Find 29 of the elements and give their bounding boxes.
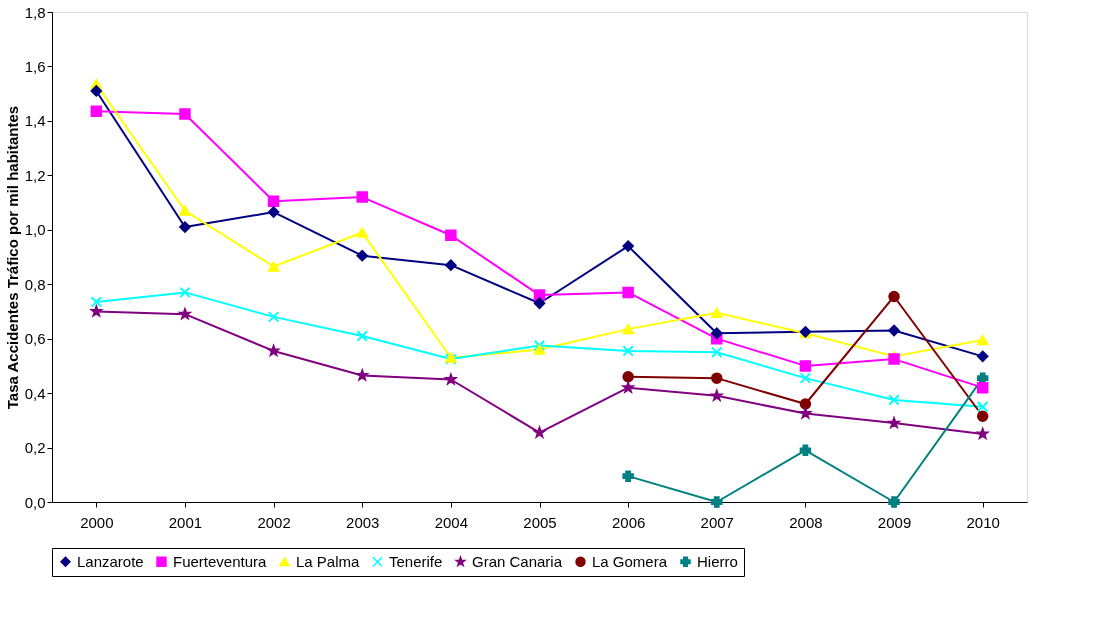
y-tick-label: 1,4 [24, 112, 46, 130]
y-tick-label: 0,6 [24, 330, 46, 348]
x-tick-label: 2005 [523, 513, 557, 531]
y-tick-label: 0,0 [24, 493, 46, 511]
x-tick-label: 2002 [257, 513, 291, 531]
x-tick-label: 2007 [700, 513, 734, 531]
legend-label: La Gomera [592, 552, 668, 570]
legend-label: La Palma [296, 552, 361, 570]
x-tick-label: 2000 [80, 513, 114, 531]
legend-label: Lanzarote [77, 552, 144, 570]
y-tick-label: 1,2 [24, 166, 46, 184]
x-tick-label: 2004 [434, 513, 469, 531]
legend-label: Tenerife [389, 552, 443, 570]
legend-label: Fuerteventura [173, 552, 268, 570]
y-tick-label: 1,6 [24, 57, 46, 75]
x-tick-label: 2010 [966, 513, 1000, 531]
x-tick-label: 2001 [168, 513, 203, 531]
legend-label: Gran Canaria [472, 552, 563, 570]
x-tick-label: 2009 [877, 513, 912, 531]
y-axis-title: Tasa Accidentes Tráfico por mil habitantes [3, 105, 21, 410]
y-tick-label: 0,8 [24, 275, 46, 293]
x-tick-label: 2008 [789, 513, 823, 531]
x-tick-label: 2003 [346, 513, 380, 531]
legend-label: Hierro [697, 552, 738, 570]
y-tick-label: 1,0 [24, 221, 46, 239]
y-tick-label: 0,4 [24, 384, 46, 402]
y-tick-label: 1,8 [24, 3, 46, 21]
x-tick-label: 2006 [611, 513, 646, 531]
y-tick-label: 0,2 [24, 439, 46, 457]
